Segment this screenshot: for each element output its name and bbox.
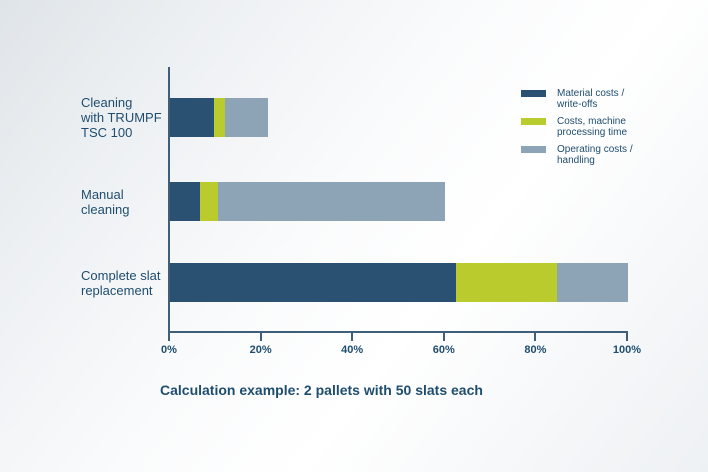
chart-caption: Calculation example: 2 pallets with 50 s… [160, 382, 483, 398]
bar-segment [218, 182, 445, 221]
tick-label: 40% [341, 344, 364, 356]
category-label-line: TSC 100 [81, 125, 133, 140]
legend-label-line: write-offs [557, 99, 598, 110]
category-label-line: Manual [81, 186, 124, 202]
legend-item: Operating costs / handling [521, 144, 633, 166]
category-label: Cleaning with TRUMPF TSC 100 [81, 95, 171, 140]
bar-segment [170, 98, 214, 137]
category-label-line: with TRUMPF [81, 110, 162, 125]
category-label: Manual cleaning [81, 187, 171, 217]
tick-mark [351, 331, 354, 341]
tick-mark [168, 331, 170, 341]
legend-label-line: handling [557, 155, 595, 166]
legend-label: Costs, machine processing time [557, 116, 627, 138]
bar-segment [213, 98, 225, 137]
category-label-line: cleaning [81, 201, 130, 217]
tick-mark [534, 331, 537, 341]
tick-label: 60% [432, 344, 455, 356]
tick-label: 80% [524, 344, 547, 356]
bar-segment [456, 263, 557, 302]
bar-2 [170, 182, 445, 221]
category-label-line: Cleaning [81, 95, 133, 110]
bar-segment [170, 263, 457, 302]
legend-label-line: Material costs / [557, 88, 625, 99]
legend-item: Costs, machine processing time [521, 116, 633, 138]
legend: Material costs / write-offs Costs, machine… [521, 88, 633, 166]
category-label-line: replacement [81, 282, 153, 298]
legend-item: Material costs / write-offs [521, 88, 633, 110]
tick-mark [626, 331, 628, 341]
legend-label-line: Costs, machine [557, 116, 626, 127]
bar-segment [224, 98, 269, 137]
legend-label-line: processing time [557, 127, 628, 138]
tick-mark [442, 331, 445, 341]
y-axis-line [168, 67, 170, 340]
legend-label-line: Operating costs / [557, 144, 633, 155]
tick-mark [259, 331, 262, 341]
legend-label: Material costs / write-offs [557, 88, 624, 110]
bar-3 [170, 263, 628, 302]
bar-1 [170, 98, 269, 137]
tick-label: 100% [612, 344, 642, 356]
category-label: Complete slat replacement [81, 268, 171, 298]
legend-swatch [521, 146, 546, 153]
tick-label: 0% [161, 344, 177, 356]
bar-segment [557, 263, 628, 302]
tick-label: 20% [249, 344, 272, 356]
bar-segment [199, 182, 219, 221]
x-axis-line [168, 331, 627, 333]
legend-swatch [521, 118, 546, 125]
category-label-line: Complete slat [81, 267, 161, 283]
bar-segment [170, 182, 200, 221]
legend-label: Operating costs / handling [557, 144, 633, 166]
legend-swatch [521, 90, 546, 97]
